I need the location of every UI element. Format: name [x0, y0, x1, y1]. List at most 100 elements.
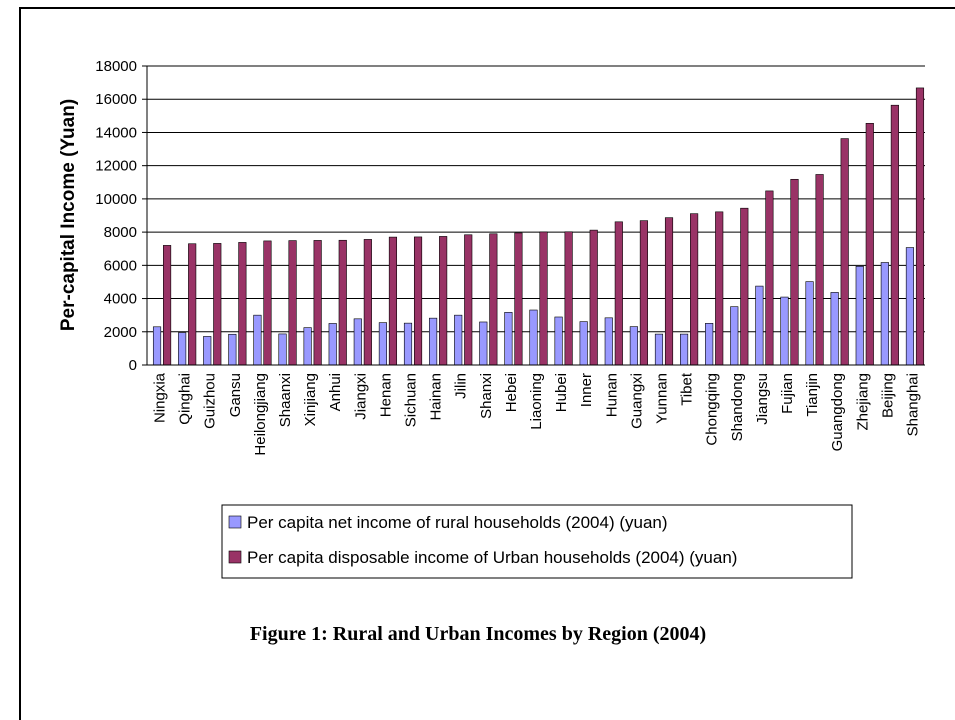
bar	[388, 236, 398, 366]
bar	[765, 190, 774, 366]
bar	[413, 236, 423, 366]
y-tick-label: 0	[129, 357, 137, 374]
bar	[228, 333, 237, 366]
x-tick-label: Shanxi	[478, 373, 495, 419]
bar	[479, 321, 488, 366]
x-tick-label: Guangxi	[628, 373, 645, 429]
x-tick-label: Jilin	[453, 373, 470, 399]
bar	[790, 178, 799, 366]
x-tick-label: Beijing	[879, 373, 896, 418]
y-tick-label: 12000	[95, 158, 137, 175]
bar	[313, 240, 322, 366]
bar	[705, 323, 714, 366]
x-tick-label: Fujian	[779, 373, 796, 414]
bar	[755, 285, 764, 366]
bar	[865, 123, 874, 366]
bar	[805, 281, 814, 366]
legend-swatch	[228, 550, 242, 564]
legend-label: Per capita disposable income of Urban ho…	[247, 548, 737, 567]
bar	[815, 174, 824, 366]
bar	[504, 312, 513, 366]
bar	[328, 323, 337, 366]
bar	[489, 233, 498, 366]
bar	[715, 211, 724, 366]
bar	[880, 262, 889, 366]
x-tick-label: Qinghai	[177, 373, 194, 425]
x-tick-label: Ningxia	[152, 372, 169, 423]
bar	[639, 220, 648, 366]
bar	[353, 318, 362, 366]
bar	[439, 236, 448, 366]
x-tick-label: Hainan	[428, 373, 445, 421]
bar	[830, 292, 839, 366]
x-tick-label: Tianjin	[804, 373, 821, 417]
x-tick-label: Hebei	[503, 373, 520, 412]
bar	[554, 316, 563, 366]
y-tick-label: 10000	[95, 191, 137, 208]
caption: Figure 1: Rural and Urban Incomes by Reg…	[250, 623, 706, 645]
bar	[680, 333, 689, 366]
frame	[19, 7, 955, 720]
x-tick-label: Xinjiang	[302, 373, 319, 426]
x-tick-label: Anhui	[327, 373, 344, 411]
bar	[514, 232, 523, 366]
bar	[740, 207, 749, 366]
bar	[213, 243, 222, 366]
bar	[529, 309, 538, 366]
bar	[263, 240, 272, 366]
bar	[152, 326, 162, 366]
x-tick-label: Liaoning	[528, 373, 545, 430]
x-tick-label: Heilongjiang	[252, 373, 269, 456]
bar	[403, 322, 413, 366]
x-tick-label: Shaanxi	[277, 373, 294, 427]
bar	[539, 231, 548, 366]
bar	[840, 138, 849, 366]
bar	[464, 234, 473, 366]
bar	[890, 104, 899, 366]
bar	[338, 239, 347, 366]
bar	[253, 314, 262, 366]
x-tick-label: Guangdong	[829, 373, 846, 451]
bar	[564, 231, 573, 366]
bar	[855, 266, 864, 366]
bar	[654, 333, 664, 366]
bar	[188, 243, 197, 366]
x-tick-label: Inner	[578, 373, 595, 407]
x-tick-label: Yunnan	[653, 373, 670, 424]
bar	[780, 296, 789, 366]
bar	[429, 317, 438, 366]
x-tick-label: Tibet	[679, 372, 696, 406]
y-tick-label: 14000	[95, 124, 137, 141]
legend	[221, 504, 853, 579]
bar	[178, 332, 187, 366]
x-tick-label: Guizhou	[202, 373, 219, 429]
bar	[629, 326, 638, 366]
bar	[589, 229, 598, 366]
bar	[690, 213, 699, 366]
x-tick-label: Sichuan	[403, 373, 420, 427]
bar	[730, 306, 739, 366]
bar	[614, 221, 623, 366]
x-tick-label: Chongqing	[704, 373, 721, 446]
y-tick-label: 16000	[95, 91, 137, 108]
bar	[378, 322, 387, 366]
x-tick-label: Gansu	[227, 373, 244, 417]
y-tick-label: 18000	[95, 58, 137, 75]
y-tick-label: 4000	[104, 291, 137, 308]
bar	[303, 327, 312, 366]
y-tick-label: 8000	[104, 224, 137, 241]
y-tick-label: 2000	[104, 324, 137, 341]
x-tick-label: Shandong	[729, 373, 746, 441]
bar	[203, 336, 212, 366]
bar	[604, 317, 613, 366]
bar	[454, 314, 463, 366]
x-tick-label: Hunan	[603, 373, 620, 417]
x-tick-label: Shanghai	[904, 373, 921, 436]
bar	[579, 321, 588, 366]
bar	[278, 333, 287, 366]
bar	[288, 240, 297, 366]
bar	[363, 239, 372, 366]
x-tick-label: Hubei	[553, 373, 570, 412]
